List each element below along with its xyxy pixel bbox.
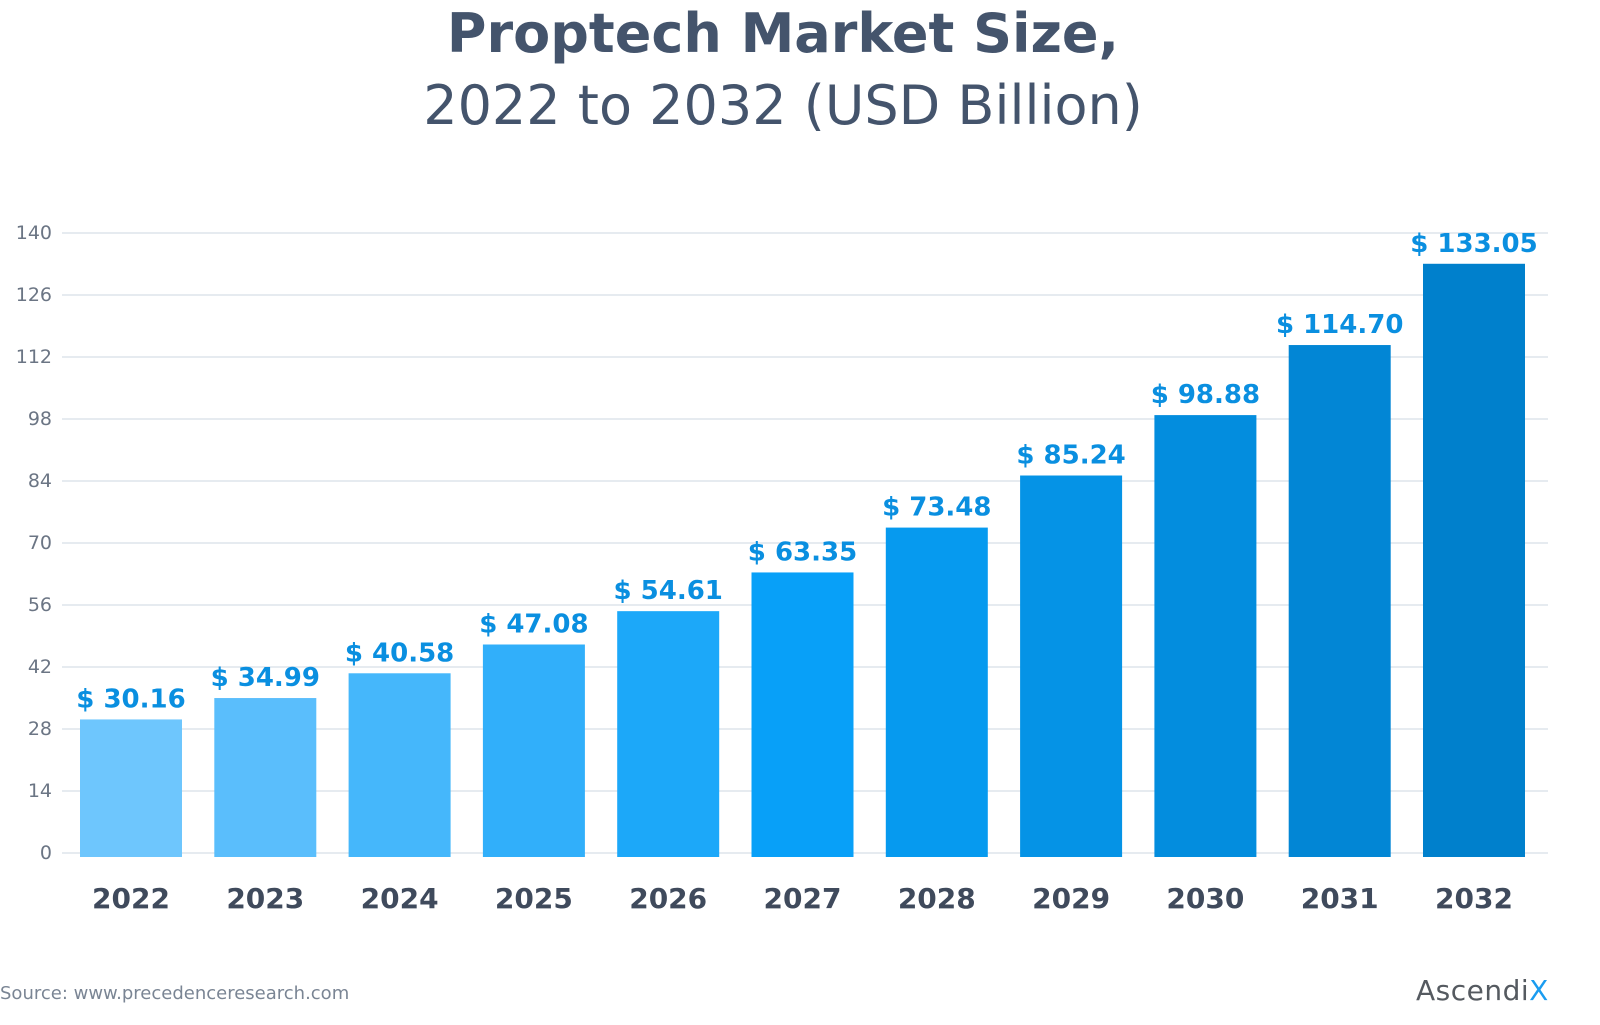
bar-2032 — [1423, 263, 1525, 857]
bar-2030 — [1154, 415, 1257, 857]
y-tick-label: 28 — [28, 718, 52, 740]
x-tick-label: 2023 — [226, 882, 304, 915]
bar-2028 — [885, 527, 988, 857]
x-tick-label: 2027 — [764, 882, 842, 915]
data-label: $ 63.35 — [748, 537, 857, 567]
x-tick-label: 2025 — [495, 882, 573, 915]
logo-text: Ascendi — [1416, 974, 1530, 1007]
data-label: $ 85.24 — [1016, 441, 1125, 471]
chart-subtitle: 2022 to 2032 (USD Billion) — [423, 74, 1143, 137]
data-label: $ 40.58 — [345, 638, 454, 668]
y-tick-label: 42 — [28, 656, 52, 678]
bar-2026 — [617, 611, 720, 857]
source-note: Source: www.precedenceresearch.com — [0, 983, 350, 1004]
data-label: $ 73.48 — [882, 493, 991, 523]
x-tick-label: 2031 — [1301, 882, 1379, 915]
chart-title: Proptech Market Size, — [446, 2, 1120, 65]
bar-2027 — [751, 572, 854, 857]
y-tick-label: 98 — [28, 408, 52, 430]
data-label: $ 30.16 — [76, 684, 185, 714]
logo-accent: X — [1529, 974, 1549, 1007]
y-tick-label: 14 — [28, 780, 52, 802]
data-label: $ 34.99 — [211, 663, 320, 693]
x-tick-label: 2032 — [1435, 882, 1513, 915]
y-tick-label: 112 — [16, 346, 52, 368]
data-label: $ 54.61 — [614, 576, 723, 606]
bar-2025 — [482, 644, 585, 857]
y-tick-label: 56 — [28, 594, 52, 616]
ascendix-logo: AscendiX — [1416, 974, 1549, 1007]
data-label: $ 98.88 — [1151, 380, 1260, 410]
data-label: $ 114.70 — [1276, 310, 1403, 340]
x-tick-label: 2024 — [361, 882, 439, 915]
y-tick-label: 126 — [16, 284, 52, 306]
data-label: $ 47.08 — [479, 610, 588, 640]
y-tick-label: 140 — [16, 222, 52, 244]
data-label: $ 133.05 — [1410, 229, 1537, 259]
bar-2029 — [1020, 475, 1123, 857]
bar-2031 — [1288, 345, 1391, 857]
bar-2024 — [348, 673, 451, 857]
x-tick-label: 2030 — [1166, 882, 1244, 915]
y-tick-label: 0 — [40, 842, 52, 864]
y-tick-label: 70 — [28, 532, 52, 554]
x-tick-label: 2028 — [898, 882, 976, 915]
x-tick-label: 2022 — [92, 882, 170, 915]
x-tick-label: 2029 — [1032, 882, 1110, 915]
y-tick-label: 84 — [28, 470, 52, 492]
bar-2022 — [80, 719, 182, 857]
x-tick-label: 2026 — [629, 882, 707, 915]
bar-2023 — [214, 698, 317, 857]
